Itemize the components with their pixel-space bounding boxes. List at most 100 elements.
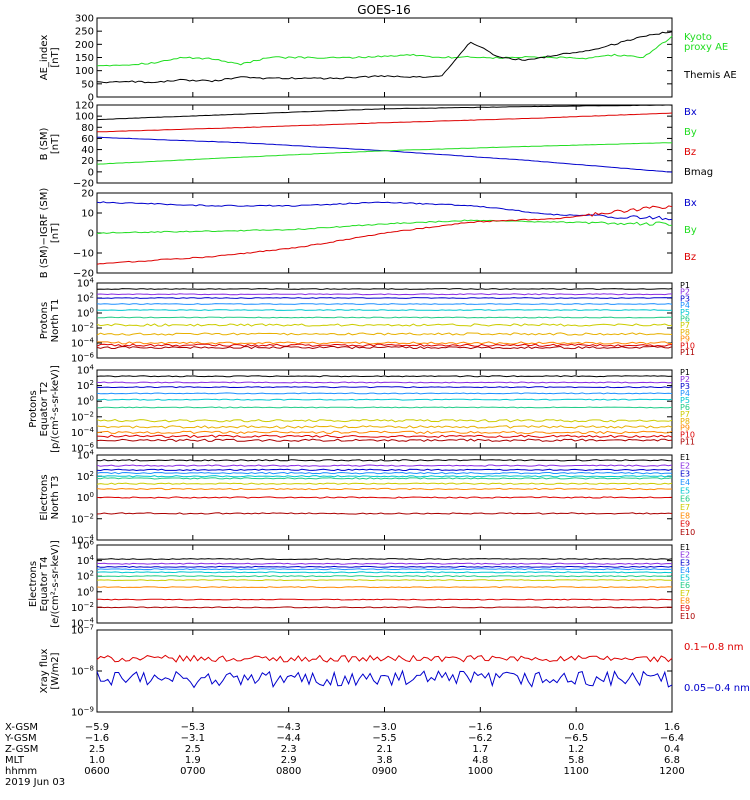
series-line-e7: [96, 482, 673, 485]
legend-label: E10: [680, 528, 695, 537]
x-tick-value: −3.1: [181, 733, 205, 744]
series-line-p4: [96, 303, 673, 305]
series-line-e2: [96, 562, 673, 565]
panel-1: 0 50 100 150 200 250 300 AE_index [nT] Kyotoproxy…: [39, 14, 737, 104]
y-tick-label: 100: [77, 307, 94, 320]
x-tick-value: 0800: [276, 766, 301, 777]
legend-label: 0.1−0.8 nm: [684, 642, 743, 653]
y-axis-label: Electrons: [39, 474, 50, 520]
series-line-p7: [96, 323, 673, 327]
legend-label: P11: [680, 438, 695, 447]
series-line-e10: [96, 512, 673, 515]
legend-label: E8: [680, 597, 690, 606]
y-axis-label: AE_index: [39, 35, 50, 81]
legend-label: P10: [680, 341, 695, 350]
series-line-e5: [96, 475, 673, 478]
series-line-e4: [96, 471, 673, 475]
x-tick-value: −4.4: [277, 733, 301, 744]
legend-label: E6: [680, 495, 690, 504]
y-tick-label: 10−9: [71, 706, 94, 719]
x-tick-value: 1.6: [664, 722, 680, 733]
series-line-e8: [96, 487, 673, 491]
series-line-kyoto-proxy-ae: [96, 35, 673, 67]
legend-label: E1: [680, 543, 690, 552]
legend-label: E5: [680, 574, 690, 583]
series-line-e1: [96, 558, 673, 561]
x-tick-value: −4.3: [277, 722, 301, 733]
y-tick-label: 60: [81, 134, 94, 145]
x-tick-value: 2.5: [89, 744, 105, 755]
x-tick-value: −5.9: [85, 722, 109, 733]
y-axis-label: [W/m2]: [50, 652, 61, 689]
legend-label: Bz: [684, 252, 696, 263]
y-tick-label: 102: [77, 570, 94, 583]
x-row-label: Z-GSM: [5, 744, 38, 755]
y-tick-label: 150: [75, 53, 94, 64]
figure-title: GOES-16: [357, 3, 411, 17]
y-tick-label: 40: [81, 145, 94, 156]
legend-label: P7: [680, 321, 690, 330]
panel-3: −20 −10 0 10 20 B (SM)−IGRF (SM) [nT] Bx By Bz: [39, 188, 697, 280]
x-row-label: Y-GSM: [4, 733, 37, 744]
y-tick-label: 10−2: [71, 601, 94, 614]
x-row-label: hhmm: [5, 766, 37, 777]
x-row-label: X-GSM: [5, 722, 38, 733]
legend-label: Bz: [684, 147, 696, 158]
legend-label: Bx: [684, 107, 697, 118]
legend-label: Themis AE: [683, 70, 737, 81]
legend-label: Kyoto: [684, 32, 712, 43]
y-tick-label: 200: [75, 40, 94, 51]
series-line-bz: [96, 112, 673, 133]
series-line-e10: [96, 606, 673, 609]
y-axis-label: Equator T2: [39, 382, 50, 437]
panel-frame: [96, 629, 673, 713]
legend-label: E10: [680, 612, 695, 621]
x-tick-value: 0700: [180, 766, 205, 777]
series-line-bz: [96, 205, 673, 265]
legend-label: P4: [680, 389, 690, 398]
legend-label: E3: [680, 470, 690, 479]
x-tick-value: −5.3: [181, 722, 205, 733]
x-tick-value: 3.8: [377, 755, 393, 766]
x-tick-value: 2.5: [185, 744, 201, 755]
legend-label: P3: [680, 294, 690, 303]
legend-label: P10: [680, 431, 695, 440]
y-tick-label: 50: [81, 79, 94, 90]
series-line-p9: [96, 430, 673, 435]
series-line-p2: [96, 381, 673, 384]
legend-label: By: [684, 225, 697, 236]
y-axis-label: North T3: [50, 476, 61, 520]
legend-label: E1: [680, 453, 690, 462]
x-tick-value: 2.9: [281, 755, 297, 766]
series-line-themis-ae: [96, 31, 673, 84]
y-tick-label: 104: [77, 364, 95, 377]
legend-label: P3: [680, 382, 690, 391]
legend-label: P2: [680, 288, 690, 297]
x-tick-value: 1100: [563, 766, 588, 777]
legend-label: E7: [680, 503, 690, 512]
y-tick-label: 100: [77, 491, 94, 504]
legend-label: E9: [680, 604, 690, 613]
x-tick-value: −3.0: [372, 722, 396, 733]
y-tick-label: 250: [75, 27, 94, 38]
series-line-p5: [96, 398, 673, 401]
legend-label: P5: [680, 308, 690, 317]
y-tick-label: −10: [73, 249, 94, 260]
legend-label: E6: [680, 581, 690, 590]
legend-label: P8: [680, 328, 690, 337]
x-axis-labels: X-GSMY-GSMZ-GSMMLThhmm−5.9−1.62.51.00600…: [4, 722, 685, 788]
series-line-e6: [96, 477, 673, 480]
y-axis-label: B (SM): [39, 127, 50, 160]
legend-label: P8: [680, 417, 690, 426]
x-tick-value: 6.8: [664, 755, 680, 766]
y-tick-label: 100: [77, 395, 94, 408]
series-line-p9: [97, 341, 673, 345]
series-line-by: [97, 219, 673, 234]
series-line-p7: [96, 418, 673, 423]
series-line-p2: [96, 293, 673, 296]
series-line-e5: [96, 571, 673, 574]
series-line-0-05-0-4-nm: [96, 669, 673, 689]
y-tick-label: −20: [73, 269, 94, 280]
